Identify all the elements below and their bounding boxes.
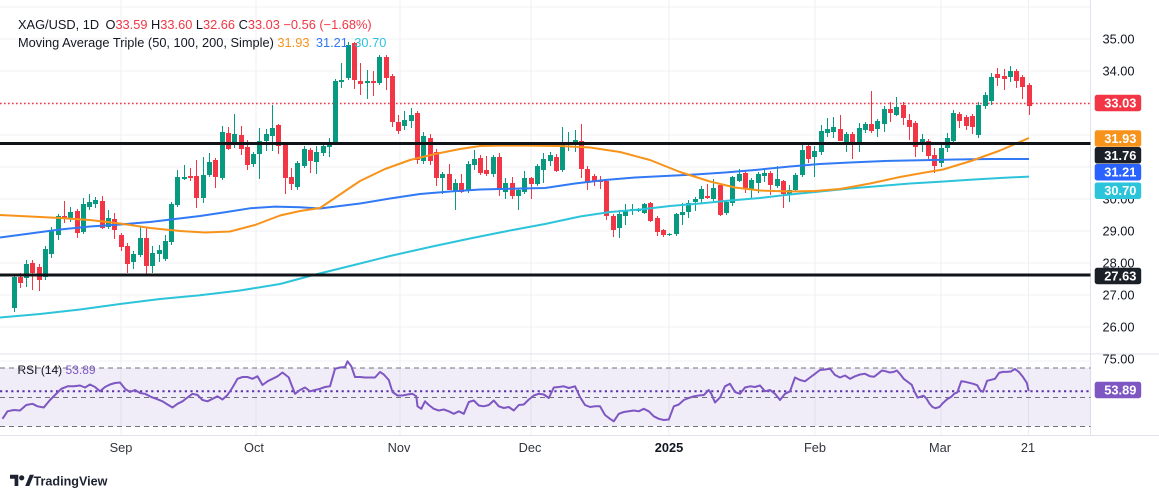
svg-text:31.93: 31.93: [1104, 131, 1136, 146]
svg-text:27.00: 27.00: [1103, 288, 1135, 303]
svg-text:Nov: Nov: [388, 440, 411, 455]
svg-text:28.00: 28.00: [1103, 256, 1135, 271]
svg-text:Moving Average Triple (50, 100: Moving Average Triple (50, 100, 200, Sim…: [18, 35, 386, 50]
svg-text:30.70: 30.70: [1104, 183, 1136, 198]
svg-text:26.00: 26.00: [1103, 320, 1135, 335]
svg-text:35.00: 35.00: [1103, 32, 1135, 47]
svg-text:33.03: 33.03: [1104, 96, 1136, 111]
svg-text:Sep: Sep: [110, 440, 133, 455]
svg-text:Oct: Oct: [244, 440, 264, 455]
svg-text:34.00: 34.00: [1103, 64, 1135, 79]
svg-text:29.00: 29.00: [1103, 224, 1135, 239]
svg-text:75.00: 75.00: [1103, 352, 1135, 367]
svg-text:TradingView: TradingView: [34, 475, 108, 489]
svg-text:21: 21: [1021, 440, 1035, 455]
svg-text:31.21: 31.21: [1104, 165, 1136, 180]
svg-text:XAG/USD, 1D O33.59 H33.60 L32.: XAG/USD, 1D O33.59 H33.60 L32.66 C33.03 …: [18, 17, 372, 32]
svg-text:Mar: Mar: [929, 440, 952, 455]
svg-text:Feb: Feb: [804, 440, 826, 455]
svg-text:31.76: 31.76: [1104, 148, 1136, 163]
svg-text:27.63: 27.63: [1104, 269, 1136, 284]
svg-text:Dec: Dec: [519, 440, 542, 455]
svg-text:2025: 2025: [655, 440, 683, 455]
svg-text:RSI (14) 53.89: RSI (14) 53.89: [18, 363, 96, 377]
svg-text:53.89: 53.89: [1104, 383, 1136, 398]
